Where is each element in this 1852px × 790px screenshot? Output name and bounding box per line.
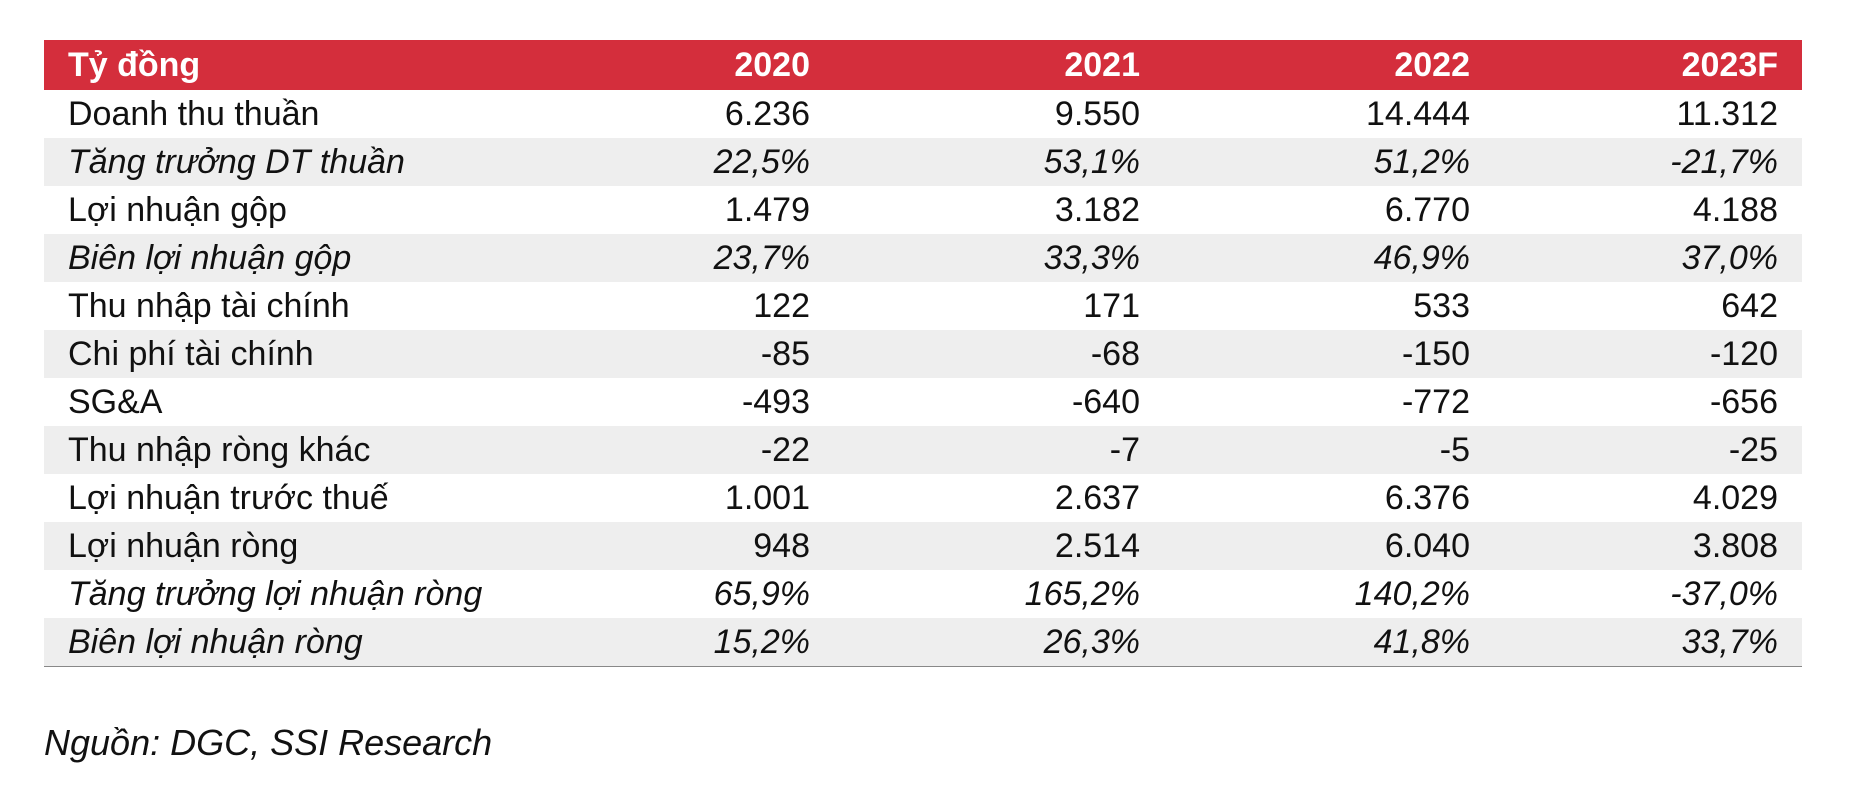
row-value: 165,2% <box>1024 575 1140 613</box>
table-row: Biên lợi nhuận gộp 23,7% 33,3% 46,9% 37,0% <box>44 234 1802 282</box>
row-value: 122 <box>753 287 810 325</box>
row-label: Biên lợi nhuận ròng <box>44 618 504 667</box>
table-row: Chi phí tài chính -85 -68 -150 -120 <box>44 330 1802 378</box>
table-row: Thu nhập tài chính 122 171 533 642 <box>44 282 1802 330</box>
row-value: 65,9% <box>713 575 810 613</box>
row-value: -493 <box>741 383 810 421</box>
row-value: 37,0% <box>1494 234 1802 282</box>
source-note: Nguồn: DGC, SSI Research <box>44 722 493 763</box>
row-value: 6.376 <box>1384 479 1470 517</box>
header-year-2022: 2022 <box>1164 40 1494 90</box>
row-value: 642 <box>1721 287 1778 325</box>
row-value: 948 <box>504 522 834 570</box>
row-value: 533 <box>1413 287 1470 325</box>
row-value: 1.001 <box>724 479 810 517</box>
row-value: -150 <box>1164 330 1494 378</box>
table-row: Tăng trưởng DT thuần 22,5% 53,1% 51,2% -21,7… <box>44 138 1802 186</box>
row-value: 6.236 <box>724 95 810 133</box>
header-year-2021: 2021 <box>834 40 1164 90</box>
header-year-2023f: 2023F <box>1494 40 1802 90</box>
table-row: SG&A -493 -640 -772 -656 <box>44 378 1802 426</box>
table-row: Lợi nhuận gộp 1.479 3.182 6.770 4.188 <box>44 186 1802 234</box>
row-value: 4.029 <box>1692 479 1778 517</box>
financial-table: Tỷ đồng 2020 2021 2022 2023F Doanh thu t… <box>44 40 1802 667</box>
row-value: 53,1% <box>834 138 1164 186</box>
header-unit: Tỷ đồng <box>44 40 504 90</box>
row-value: 26,3% <box>834 618 1164 667</box>
row-value: 11.312 <box>1676 95 1778 133</box>
row-value: -656 <box>1709 383 1778 421</box>
row-value: 4.188 <box>1692 191 1778 229</box>
row-label: Lợi nhuận gộp <box>68 191 287 229</box>
row-value: 46,9% <box>1164 234 1494 282</box>
row-value: -21,7% <box>1494 138 1802 186</box>
row-label: Biên lợi nhuận gộp <box>44 234 504 282</box>
header-year-2020: 2020 <box>504 40 834 90</box>
financial-table-container: Tỷ đồng 2020 2021 2022 2023F Doanh thu t… <box>44 40 1802 667</box>
row-label: Lợi nhuận trước thuế <box>68 479 389 517</box>
row-value: 6.040 <box>1164 522 1494 570</box>
table-row: Doanh thu thuần 6.236 9.550 14.444 11.312 <box>44 90 1802 138</box>
row-label: Tăng trưởng lợi nhuận ròng <box>68 575 483 613</box>
row-value: -640 <box>1071 383 1140 421</box>
row-value: -7 <box>834 426 1164 474</box>
table-header-row: Tỷ đồng 2020 2021 2022 2023F <box>44 40 1802 90</box>
row-value: 9.550 <box>1054 95 1140 133</box>
row-value: 22,5% <box>504 138 834 186</box>
row-value: 171 <box>1083 287 1140 325</box>
row-label: Doanh thu thuần <box>68 95 320 133</box>
table-body: Doanh thu thuần 6.236 9.550 14.444 11.312 Tăn… <box>44 90 1802 667</box>
row-value: -5 <box>1164 426 1494 474</box>
row-value: 33,7% <box>1494 618 1802 667</box>
row-value: -772 <box>1401 383 1470 421</box>
table-row: Lợi nhuận ròng 948 2.514 6.040 3.808 <box>44 522 1802 570</box>
row-value: 33,3% <box>834 234 1164 282</box>
row-value: -120 <box>1494 330 1802 378</box>
row-value: 23,7% <box>504 234 834 282</box>
row-value: 41,8% <box>1164 618 1494 667</box>
table-row: Biên lợi nhuận ròng 15,2% 26,3% 41,8% 33,7% <box>44 618 1802 667</box>
row-value: 140,2% <box>1354 575 1470 613</box>
row-value: -68 <box>834 330 1164 378</box>
row-label: Tăng trưởng DT thuần <box>44 138 504 186</box>
table-row: Tăng trưởng lợi nhuận ròng 65,9% 165,2% 140… <box>44 570 1802 618</box>
row-value: 1.479 <box>724 191 810 229</box>
row-value: 6.770 <box>1384 191 1470 229</box>
row-value: -37,0% <box>1670 575 1778 613</box>
row-value: -22 <box>504 426 834 474</box>
row-label: Chi phí tài chính <box>44 330 504 378</box>
row-value: 3.182 <box>1054 191 1140 229</box>
row-label: Thu nhập tài chính <box>68 287 350 325</box>
row-value: 2.637 <box>1054 479 1140 517</box>
row-value: 15,2% <box>504 618 834 667</box>
row-value: 14.444 <box>1366 95 1470 133</box>
row-value: -85 <box>504 330 834 378</box>
row-label: Lợi nhuận ròng <box>44 522 504 570</box>
row-value: 51,2% <box>1164 138 1494 186</box>
row-value: 3.808 <box>1494 522 1802 570</box>
row-value: 2.514 <box>834 522 1164 570</box>
row-value: -25 <box>1494 426 1802 474</box>
row-label: SG&A <box>68 383 163 421</box>
table-row: Thu nhập ròng khác -22 -7 -5 -25 <box>44 426 1802 474</box>
table-row: Lợi nhuận trước thuế 1.001 2.637 6.376 4.029 <box>44 474 1802 522</box>
row-label: Thu nhập ròng khác <box>44 426 504 474</box>
